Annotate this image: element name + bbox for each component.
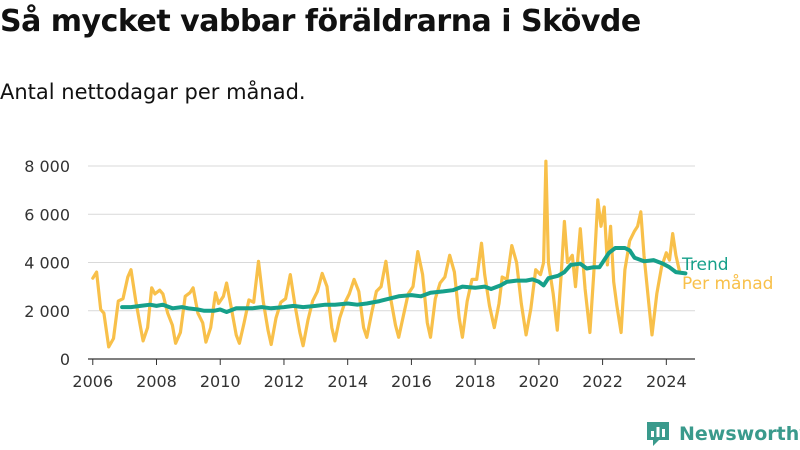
x-tick-label: 2024: [646, 372, 687, 391]
monthly-series-line: [91, 159, 682, 349]
x-axis-ticks: 2006 2008 2010 2012 2014 2016 2018 2020 2022 2024: [72, 359, 687, 391]
x-tick-label: 2006: [72, 372, 113, 391]
legend-trend-label: Trend: [681, 255, 729, 275]
brand: Newsworthy: [645, 420, 800, 448]
chart-title: Så mycket vabbar föräldrarna i Skövde: [0, 4, 641, 39]
x-tick-label: 2022: [582, 372, 623, 391]
y-tick-label: 8 000: [24, 157, 70, 176]
newsworthy-logo-icon: [647, 422, 669, 446]
y-tick-label: 6 000: [24, 205, 70, 224]
x-tick-label: 2008: [136, 372, 177, 391]
x-tick-label: 2014: [327, 372, 368, 391]
x-tick-label: 2016: [391, 372, 432, 391]
gridlines: [88, 165, 695, 312]
x-tick-label: 2012: [264, 372, 305, 391]
y-tick-label: 2 000: [24, 302, 70, 321]
x-tick-label: 2020: [519, 372, 560, 391]
legend-monthly-label: Per månad: [682, 273, 773, 294]
chart-subtitle: Antal nettodagar per månad.: [0, 80, 306, 104]
x-tick-label: 2018: [455, 372, 496, 391]
series-lines: [91, 159, 688, 349]
y-tick-label: 4 000: [24, 254, 70, 273]
y-axis-ticks: 0 2 000 4 000 6 000 8 000: [24, 157, 70, 369]
y-tick-label: 0: [60, 350, 70, 369]
trend-series-line: [120, 246, 688, 314]
x-tick-label: 2010: [200, 372, 241, 391]
brand-name: Newsworthy: [679, 423, 800, 445]
